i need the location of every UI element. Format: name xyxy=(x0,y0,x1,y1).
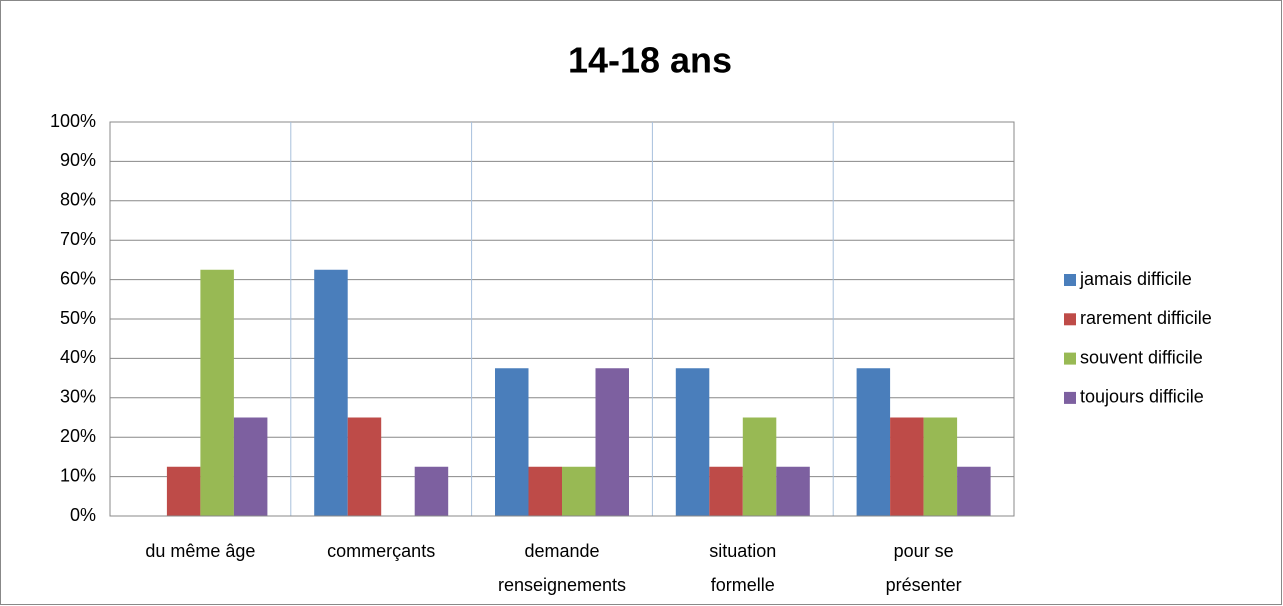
x-tick-label: pour se présenter xyxy=(886,541,962,595)
bar xyxy=(923,417,958,516)
legend-swatch xyxy=(1064,274,1076,286)
legend-label: jamais difficile xyxy=(1079,269,1192,289)
legend-swatch xyxy=(1064,313,1076,326)
bar xyxy=(562,466,596,516)
bar xyxy=(709,466,743,516)
y-tick-label: 90% xyxy=(60,150,96,170)
y-tick-label: 60% xyxy=(60,268,96,288)
y-tick-label: 70% xyxy=(60,229,96,249)
legend-swatch xyxy=(1064,352,1076,365)
bar xyxy=(890,417,924,516)
bar xyxy=(314,269,348,516)
bar xyxy=(595,368,629,516)
y-tick-label: 100% xyxy=(50,111,96,131)
legend-label: souvent difficile xyxy=(1080,347,1203,367)
x-tick-label: commerçants xyxy=(327,541,435,561)
x-tick-label: situation formelle xyxy=(709,541,776,595)
legend-label: rarement difficile xyxy=(1080,308,1212,328)
bar xyxy=(776,466,810,516)
bar xyxy=(414,466,449,516)
bar xyxy=(166,466,201,516)
x-tick-label: demande renseignements xyxy=(498,541,626,595)
legend-swatch xyxy=(1064,391,1076,404)
legend-label: toujours difficile xyxy=(1080,387,1204,407)
bar xyxy=(347,417,382,516)
x-tick-label: du même âge xyxy=(145,541,255,561)
y-tick-label: 50% xyxy=(60,308,96,328)
y-tick-label: 80% xyxy=(60,190,96,210)
y-tick-label: 40% xyxy=(60,347,96,367)
bar xyxy=(495,368,529,516)
chart-title: 14-18 ans xyxy=(568,40,732,81)
bar xyxy=(528,466,562,516)
y-tick-label: 10% xyxy=(60,465,96,485)
bar xyxy=(675,368,710,516)
bar xyxy=(957,466,991,516)
y-tick-label: 0% xyxy=(70,505,96,525)
y-tick-label: 30% xyxy=(60,387,96,407)
bar xyxy=(200,269,234,516)
bar xyxy=(742,417,777,516)
bar xyxy=(233,417,268,516)
y-tick-label: 20% xyxy=(60,426,96,446)
bar xyxy=(856,368,891,516)
